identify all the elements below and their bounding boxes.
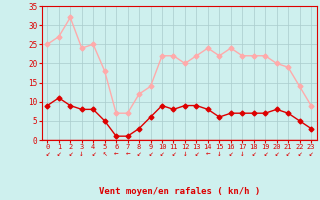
Text: ↓: ↓ (79, 149, 84, 158)
Text: ↖: ↖ (102, 149, 107, 158)
Text: ↙: ↙ (171, 149, 176, 158)
Text: ↓: ↓ (183, 149, 187, 158)
Text: ↙: ↙ (137, 149, 141, 158)
Text: Vent moyen/en rafales ( kn/h ): Vent moyen/en rafales ( kn/h ) (99, 187, 260, 196)
Text: ←: ← (125, 149, 130, 158)
Text: ↙: ↙ (148, 149, 153, 158)
Text: ↓: ↓ (240, 149, 244, 158)
Text: ←: ← (205, 149, 210, 158)
Text: ↙: ↙ (274, 149, 279, 158)
Text: ↙: ↙ (252, 149, 256, 158)
Text: ↙: ↙ (263, 149, 268, 158)
Text: ↙: ↙ (68, 149, 73, 158)
Text: ←: ← (114, 149, 118, 158)
Text: ↙: ↙ (91, 149, 95, 158)
Text: ↙: ↙ (297, 149, 302, 158)
Text: ↙: ↙ (286, 149, 291, 158)
Text: ↙: ↙ (309, 149, 313, 158)
Text: ↙: ↙ (45, 149, 50, 158)
Text: ↓: ↓ (217, 149, 222, 158)
Text: ↙: ↙ (160, 149, 164, 158)
Text: ↙: ↙ (228, 149, 233, 158)
Text: ↙: ↙ (57, 149, 61, 158)
Text: ↙: ↙ (194, 149, 199, 158)
